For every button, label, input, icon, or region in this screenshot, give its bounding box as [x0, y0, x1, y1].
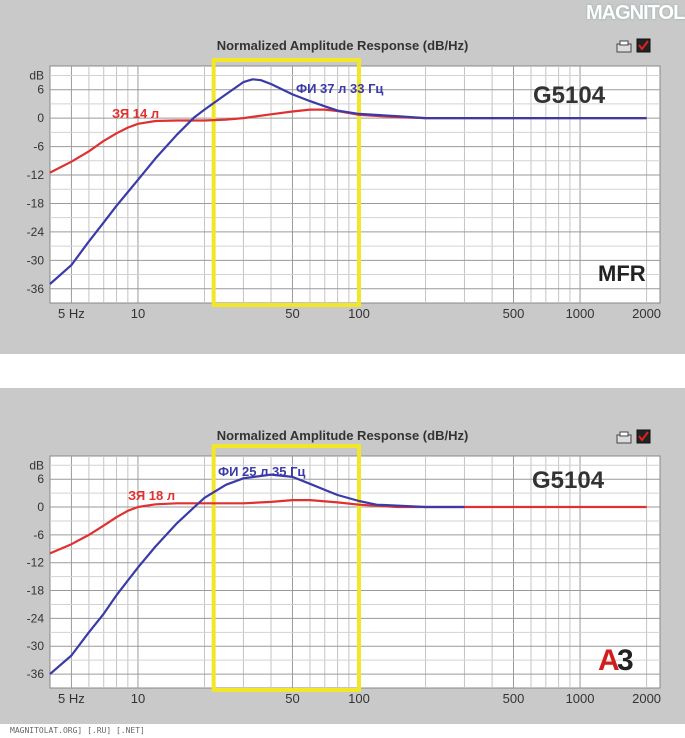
- x-tick-label: 100: [348, 691, 370, 706]
- chart-title: Normalized Amplitude Response (dB/Hz): [216, 38, 469, 53]
- chart-panel-bottom: dB 6 0 -6 -12 -18 -24 -30 -36 5 Hz 10 50 100 500 1000 2…: [0, 388, 685, 724]
- chart-tool-icons: [616, 38, 651, 53]
- chart-panel-top: dB 6 0 -6 -12 -18 -24 -30 -36 5 Hz 10 50 100 500 1000 2…: [0, 0, 685, 354]
- series-label: ЗЯ 14 л: [112, 106, 159, 121]
- model-label: G5104: [532, 467, 605, 494]
- x-tick-label: 1000: [566, 691, 595, 706]
- x-tick-label: 100: [348, 306, 370, 321]
- y-tick-label: -18: [27, 584, 45, 598]
- x-tick-label: 10: [131, 306, 145, 321]
- y-tick-label: -6: [33, 528, 44, 542]
- x-tick-label: 1000: [566, 306, 595, 321]
- series-label: ЗЯ 18 л: [128, 488, 175, 503]
- x-tick-label: 50: [285, 691, 299, 706]
- site-logo: MAGNITOLA: [586, 2, 685, 24]
- checkmark-icon: [638, 40, 649, 51]
- y-tick-label: -36: [27, 282, 45, 296]
- y-tick-label: 6: [37, 472, 44, 486]
- y-tick-label: dB: [29, 458, 44, 472]
- series-line: [49, 473, 465, 675]
- x-tick-label: 500: [503, 306, 525, 321]
- x-tick-label: 2000: [632, 306, 661, 321]
- y-tick-label: -30: [27, 639, 45, 653]
- brand-logo-digit: 3: [617, 644, 634, 677]
- y-tick-label: -30: [27, 253, 45, 267]
- x-tick-label: 5 Hz: [58, 306, 85, 321]
- series-label: ФИ 37 л 33 Гц: [296, 81, 383, 96]
- y-tick-label: -24: [27, 225, 45, 239]
- y-tick-label: 6: [37, 83, 44, 97]
- brand-label: MFR: [598, 261, 646, 286]
- highlight-box: [211, 58, 362, 307]
- y-tick-label: -6: [33, 140, 44, 154]
- x-tick-label: 5 Hz: [58, 691, 85, 706]
- y-tick-label: -12: [27, 556, 45, 570]
- y-tick-label: -36: [27, 667, 45, 681]
- brand-logo-a3: A3: [598, 644, 634, 677]
- chart-title: Normalized Amplitude Response (dB/Hz): [216, 428, 469, 443]
- highlight-box: [211, 444, 362, 692]
- y-tick-label: -18: [27, 196, 45, 210]
- series-line: [49, 78, 647, 285]
- y-tick-label: -24: [27, 611, 45, 625]
- y-tick-label: 0: [37, 500, 44, 514]
- y-tick-label: -12: [27, 168, 45, 182]
- brand-logo-letter: A: [598, 644, 620, 677]
- model-label: G5104: [533, 82, 606, 109]
- print-paper-icon: [619, 40, 629, 46]
- x-tick-label: 10: [131, 691, 145, 706]
- print-paper-icon: [619, 431, 629, 437]
- chart-svg-top: dB6 0 -6 -12 -18 -24 -30 -36 5 Hz 10 50 100 500 1000 2…: [27, 38, 661, 321]
- x-tick-label: 2000: [632, 691, 661, 706]
- chart-svg-bottom: dB6 0 -6 -12 -18 -24 -30 -36 5 Hz 10 50 100 500 1000 2…: [27, 429, 661, 706]
- y-tick-label: 0: [37, 111, 44, 125]
- x-tick-label: 500: [503, 691, 525, 706]
- checkmark-icon: [638, 431, 649, 442]
- y-tick-label: dB: [29, 68, 44, 82]
- x-tick-label: 50: [285, 306, 299, 321]
- chart-tool-icons: [616, 429, 651, 444]
- footer-site-text: MAGNITOLAT.ORG] [.RU] [.NET]: [10, 726, 145, 735]
- series-label: ФИ 25 л 35 Гц: [218, 464, 305, 479]
